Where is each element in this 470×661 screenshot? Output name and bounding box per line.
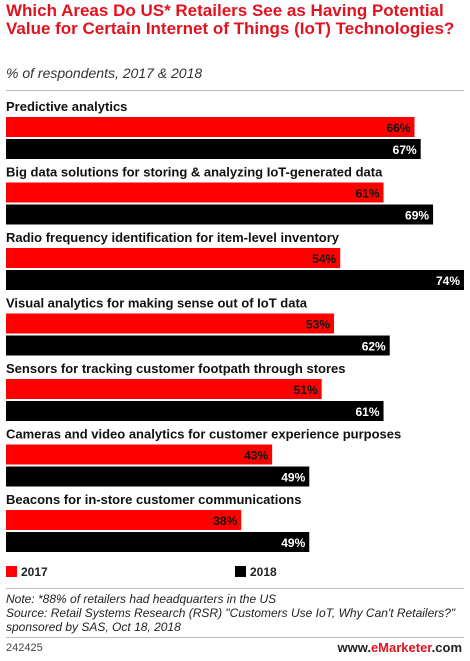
data-label-2017: 61% bbox=[356, 187, 380, 201]
category-label: Sensors for tracking customer footpath t… bbox=[6, 361, 346, 376]
bar-2018 bbox=[6, 401, 384, 421]
brand-name: eMarketer bbox=[370, 640, 432, 655]
data-label-2018: 74% bbox=[436, 274, 460, 288]
data-label-2017: 38% bbox=[213, 514, 237, 528]
bar-2017 bbox=[6, 117, 415, 137]
data-label-2017: 66% bbox=[386, 121, 410, 135]
data-label-2018: 49% bbox=[281, 471, 305, 485]
data-label-2017: 54% bbox=[312, 252, 336, 266]
category-label: Visual analytics for making sense out of… bbox=[6, 296, 308, 311]
legend-label-2017: 2017 bbox=[21, 565, 48, 579]
bar-2018 bbox=[6, 532, 310, 552]
data-label-2018: 62% bbox=[362, 340, 386, 354]
chart-note: Note: *88% of retailers had headquarters… bbox=[6, 592, 464, 634]
bar-2017 bbox=[6, 444, 273, 465]
chart-id: 242425 bbox=[6, 642, 43, 654]
legend-swatch-2018 bbox=[235, 566, 246, 577]
data-label-2018: 69% bbox=[405, 209, 429, 223]
data-label-2017: 53% bbox=[306, 318, 330, 332]
category-label: Beacons for in-store customer communicat… bbox=[6, 492, 301, 507]
data-label-2018: 67% bbox=[393, 143, 417, 157]
footer-divider bbox=[6, 637, 464, 638]
bar-2018 bbox=[6, 335, 390, 356]
category-label: Radio frequency identification for item-… bbox=[6, 230, 340, 245]
bar-chart: Predictive analytics 66% 67% Big data solut… bbox=[6, 99, 464, 552]
bottom-divider bbox=[6, 588, 464, 589]
bar-2017 bbox=[6, 379, 322, 399]
chart-subtitle: % of respondents, 2017 & 2018 bbox=[6, 65, 203, 81]
bar-2017 bbox=[6, 313, 335, 334]
data-label-2017: 43% bbox=[244, 449, 268, 463]
brand-logo: www.eMarketer.com bbox=[337, 640, 462, 655]
bar-2017 bbox=[6, 248, 341, 268]
brand-prefix: www. bbox=[337, 640, 371, 655]
data-label-2017: 51% bbox=[294, 383, 318, 397]
bar-2017 bbox=[6, 182, 384, 203]
bar-2017 bbox=[6, 510, 242, 530]
top-divider bbox=[6, 90, 464, 91]
brand-suffix: .com bbox=[431, 640, 462, 655]
source-text: Source: Retail Systems Research (RSR) "C… bbox=[6, 606, 456, 634]
bar-2018 bbox=[6, 204, 434, 225]
chart-title: Which Areas Do US* Retailers See as Havi… bbox=[6, 1, 455, 38]
legend-item-2018: 2018 bbox=[235, 565, 277, 579]
category-label: Predictive analytics bbox=[6, 99, 127, 114]
data-label-2018: 49% bbox=[281, 536, 305, 550]
category-label: Cameras and video analytics for customer… bbox=[6, 427, 401, 442]
data-label-2018: 61% bbox=[356, 405, 380, 419]
bar-2018 bbox=[6, 270, 464, 290]
legend-label-2018: 2018 bbox=[250, 565, 277, 579]
note-text: Note: *88% of retailers had headquarters… bbox=[6, 592, 277, 606]
category-label: Big data solutions for storing & analyzi… bbox=[6, 165, 383, 180]
legend-item-2017: 2017 bbox=[6, 565, 48, 579]
bar-2018 bbox=[6, 466, 310, 487]
legend-swatch-2017 bbox=[6, 566, 17, 577]
bar-2018 bbox=[6, 139, 421, 159]
